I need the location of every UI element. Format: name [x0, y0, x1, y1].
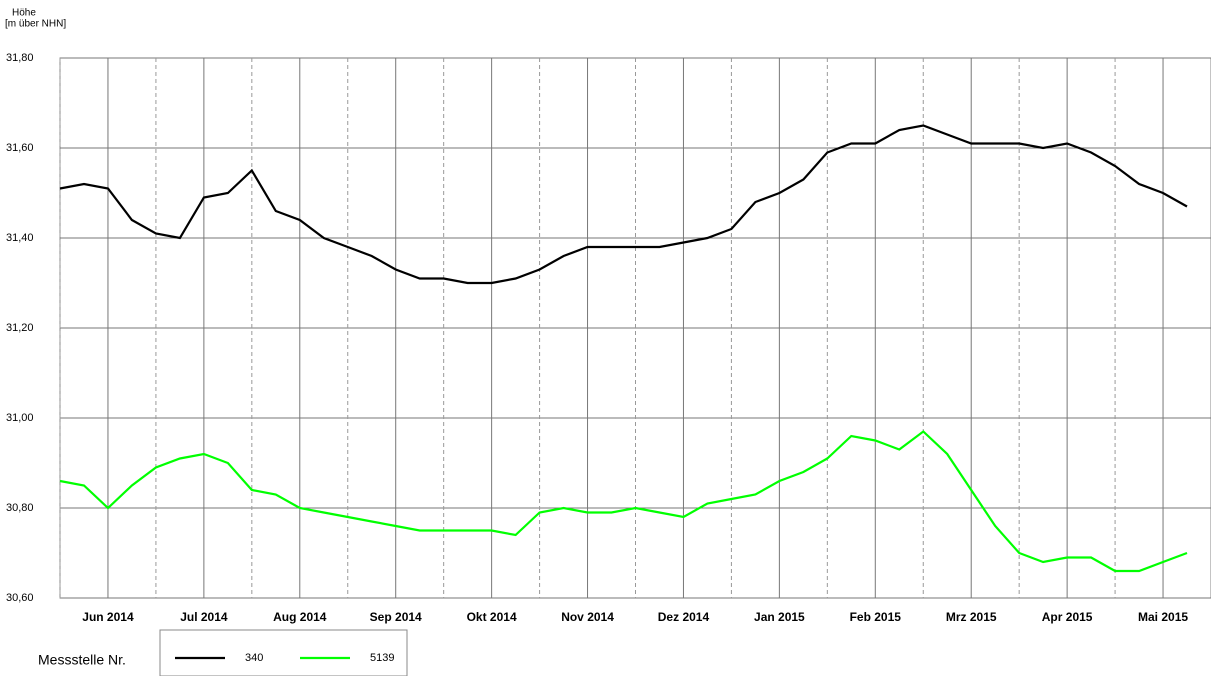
legend-title: Messstelle Nr. — [38, 652, 126, 668]
x-tick-label: Nov 2014 — [561, 610, 614, 624]
y-tick-label: 31,00 — [6, 412, 34, 424]
x-tick-label: Feb 2015 — [850, 610, 902, 624]
x-tick-label: Okt 2014 — [467, 610, 517, 624]
x-tick-label: Jul 2014 — [180, 610, 228, 624]
legend-label: 5139 — [370, 652, 394, 664]
x-tick-label: Dez 2014 — [658, 610, 710, 624]
x-tick-label: Apr 2015 — [1042, 610, 1093, 624]
series-line — [59, 430, 1188, 573]
y-tick-label: 31,80 — [6, 52, 34, 64]
y-tick-label: 31,40 — [6, 232, 34, 244]
x-tick-label: Jan 2015 — [754, 610, 805, 624]
y-tick-label: 30,60 — [6, 592, 34, 604]
y-axis-label: [m über NHN] — [5, 19, 66, 30]
x-tick-label: Mrz 2015 — [946, 610, 997, 624]
x-tick-label: Aug 2014 — [273, 610, 327, 624]
x-tick-label: Jun 2014 — [82, 610, 134, 624]
x-tick-label: Mai 2015 — [1138, 610, 1188, 624]
y-axis-label: Höhe — [12, 8, 36, 19]
y-tick-label: 31,60 — [6, 142, 34, 154]
series-line — [59, 124, 1188, 285]
y-tick-label: 31,20 — [6, 322, 34, 334]
y-tick-label: 30,80 — [6, 502, 34, 514]
x-tick-label: Sep 2014 — [370, 610, 422, 624]
legend-label: 340 — [245, 652, 263, 664]
legend-box — [159, 629, 408, 676]
